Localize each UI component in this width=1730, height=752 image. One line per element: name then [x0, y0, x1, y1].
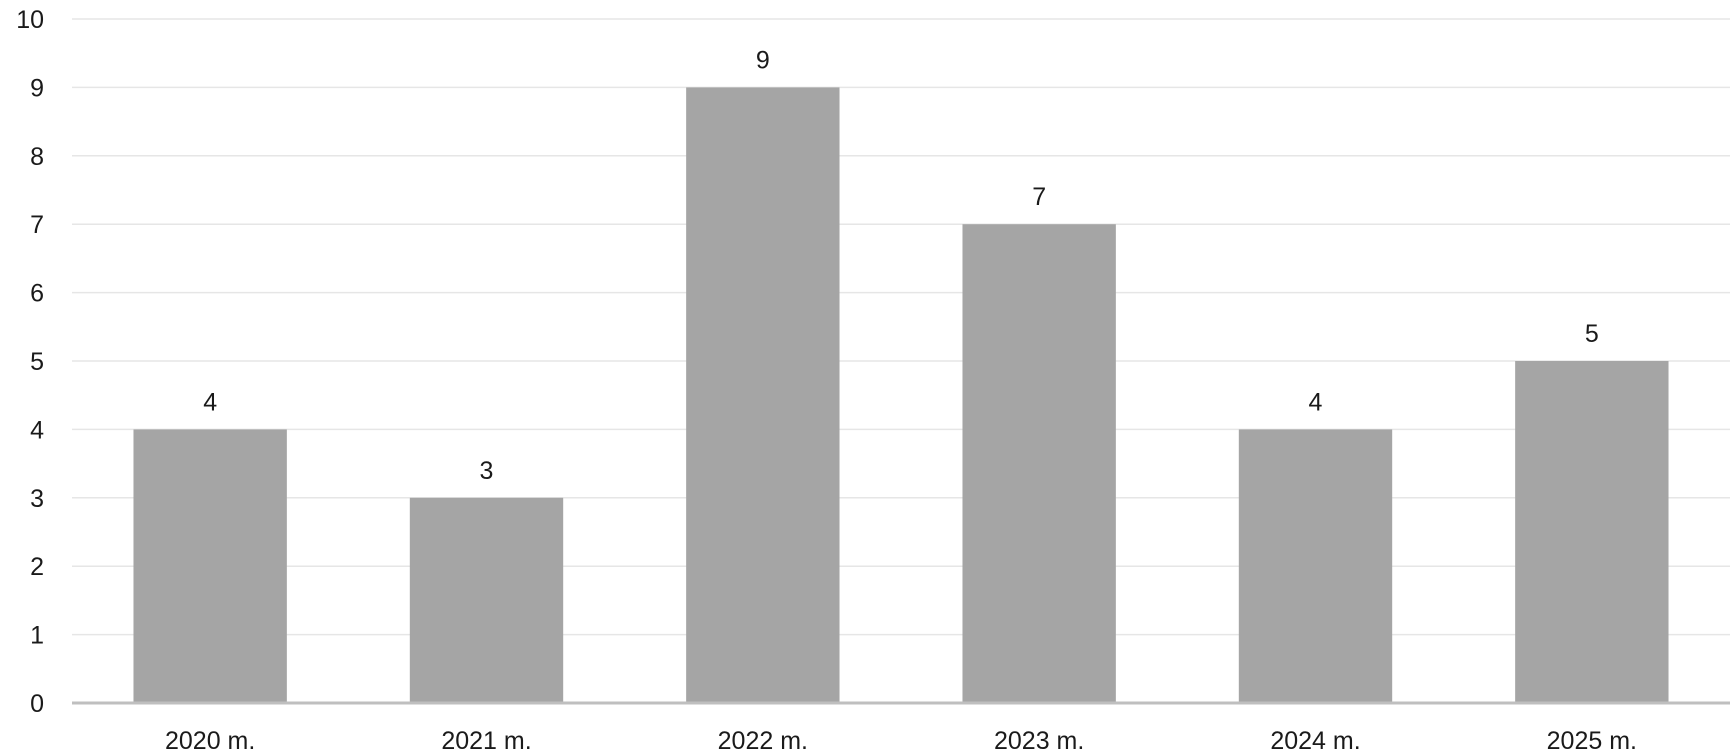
- bar: [409, 497, 564, 703]
- x-tick-label: 2023 m.: [994, 727, 1084, 752]
- labels: 0 1 2 3 4 5 6 7 8 9 10 4 2020 m. 3 2021 m. 9 2022 m. 7 202…: [16, 6, 1637, 752]
- bar: [962, 224, 1116, 703]
- data-label: 4: [1309, 388, 1323, 416]
- y-tick-label: 10: [16, 6, 44, 34]
- x-tick-label: 2025 m.: [1547, 727, 1637, 752]
- data-label: 4: [203, 388, 217, 416]
- y-tick-label: 0: [30, 690, 44, 718]
- bar: [1515, 361, 1669, 703]
- y-tick-label: 4: [30, 416, 44, 444]
- bar: [686, 87, 840, 703]
- y-tick-label: 6: [30, 280, 44, 308]
- x-tick-label: 2024 m.: [1270, 727, 1360, 752]
- data-label: 5: [1585, 320, 1599, 348]
- bars: [133, 87, 1669, 703]
- y-tick-label: 2: [30, 553, 44, 581]
- bar: [133, 429, 287, 703]
- y-tick-label: 1: [30, 622, 44, 650]
- y-tick-label: 5: [30, 348, 44, 376]
- bar: [1238, 429, 1393, 703]
- x-tick-label: 2021 m.: [441, 727, 531, 752]
- gridlines: [72, 18, 1730, 636]
- y-tick-label: 7: [30, 211, 44, 239]
- data-label: 7: [1032, 183, 1046, 211]
- data-label: 3: [480, 457, 494, 485]
- x-tick-label: 2020 m.: [165, 727, 255, 752]
- x-tick-label: 2022 m.: [718, 727, 808, 752]
- y-tick-label: 9: [30, 74, 44, 102]
- data-label: 9: [756, 46, 770, 74]
- y-tick-label: 8: [30, 143, 44, 171]
- y-tick-label: 3: [30, 485, 44, 513]
